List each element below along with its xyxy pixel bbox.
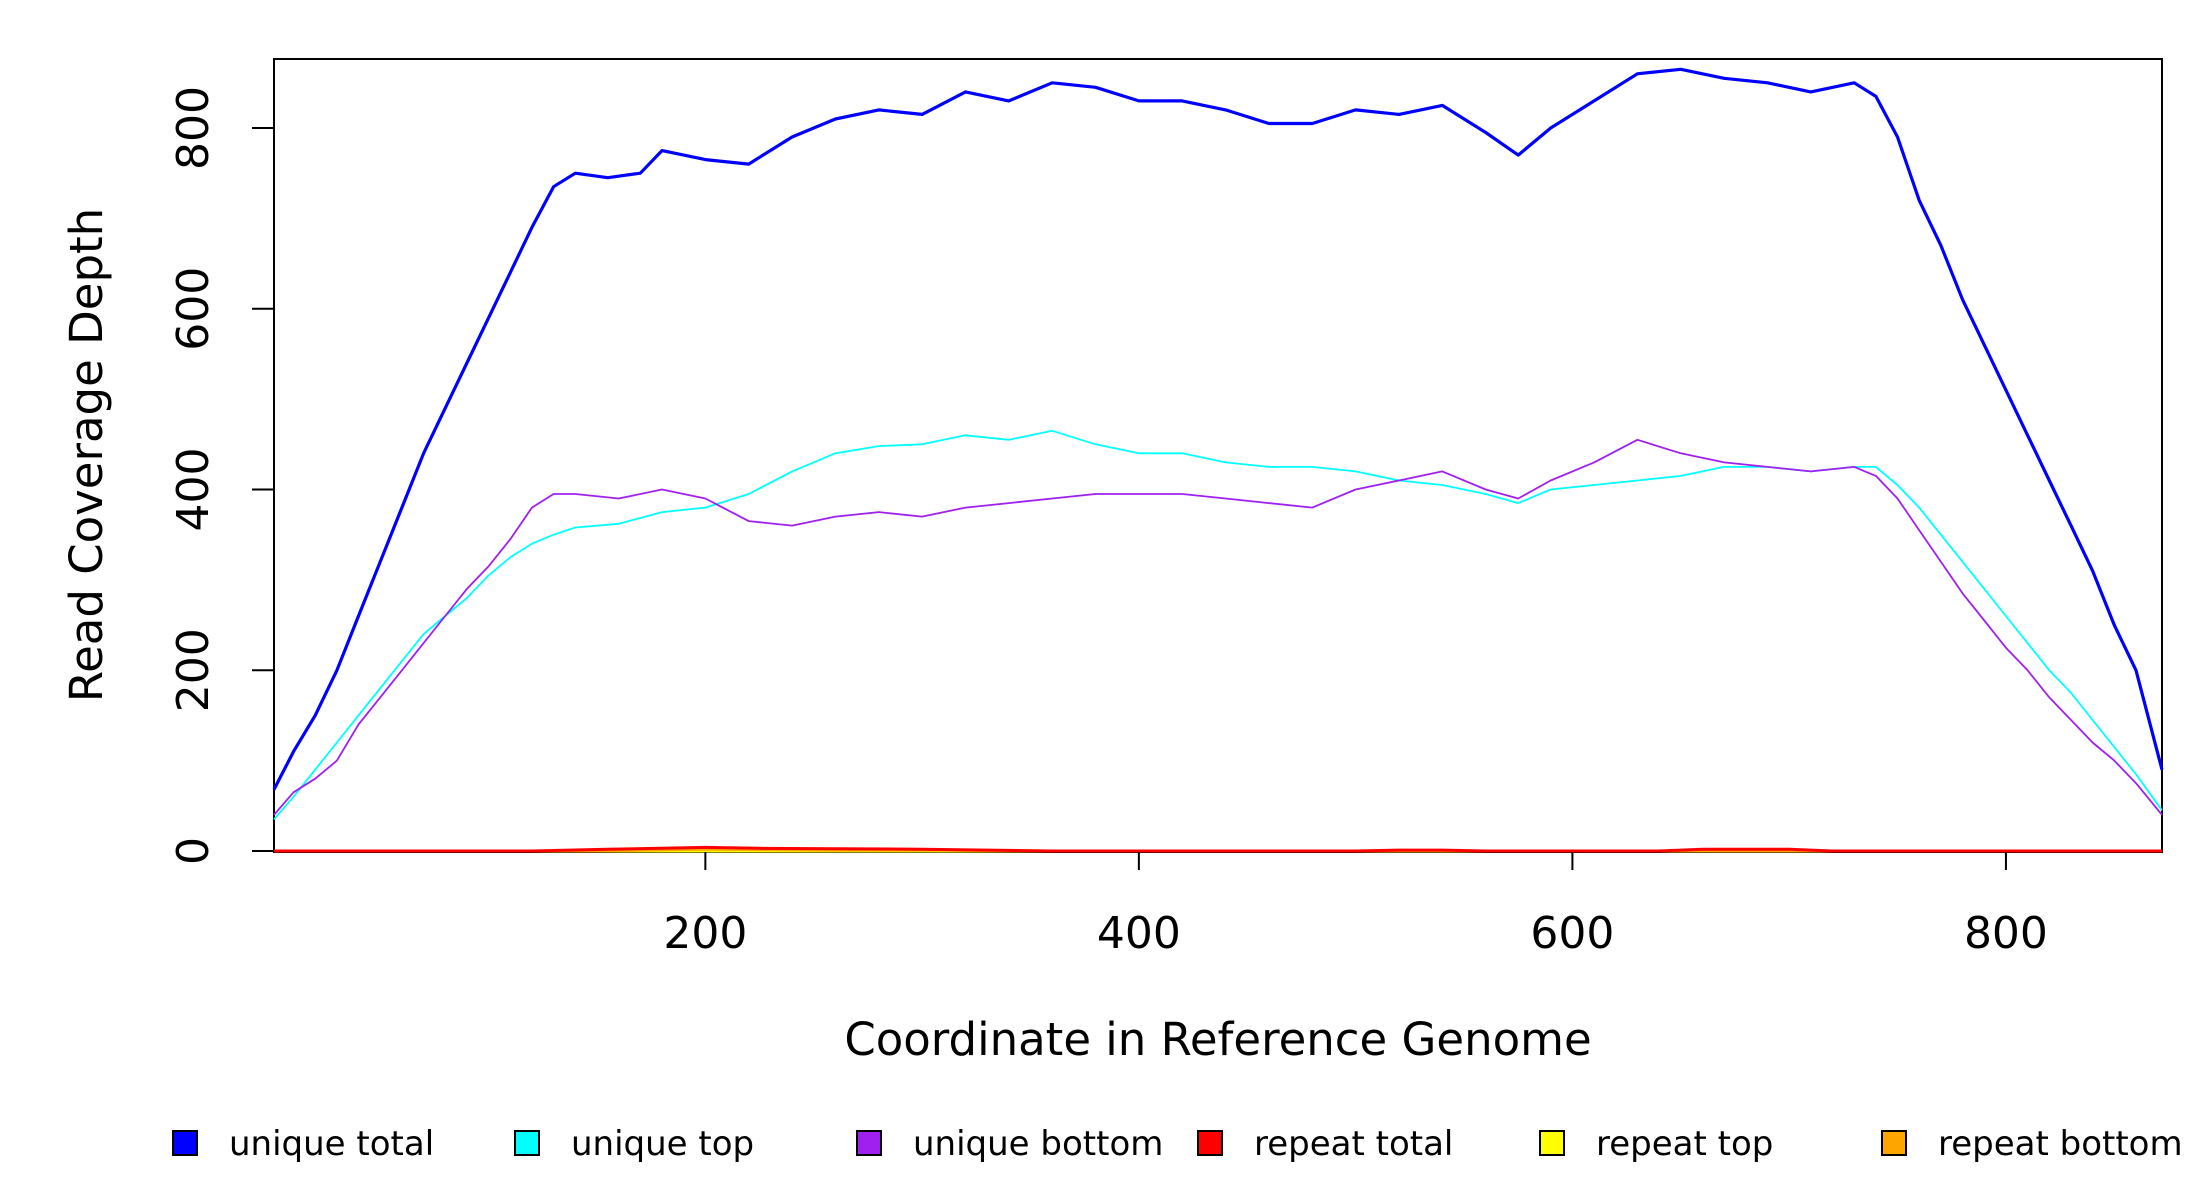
series-line-repeat-total <box>274 845 2162 853</box>
series-line-unique-bottom <box>273 438 2163 816</box>
y-tick-label: 200 <box>168 628 219 712</box>
series-layer <box>272 67 2164 853</box>
y-axis: 0 200 400 600 800 <box>168 86 274 865</box>
legend-label: repeat total <box>1254 1124 1453 1164</box>
y-tick-label: 600 <box>168 267 219 351</box>
y-tick-label: 0 <box>168 837 219 865</box>
x-tick-label: 200 <box>663 908 747 959</box>
plot-frame <box>273 58 2163 853</box>
series-line-unique-top <box>273 429 2163 820</box>
x-tick-label: 400 <box>1097 908 1181 959</box>
x-axis: 200 400 600 800 <box>663 852 2048 959</box>
x-tick-label: 800 <box>1964 908 2048 959</box>
legend-swatch-repeat-bottom <box>1881 1130 1907 1156</box>
legend-swatch-repeat-top <box>1539 1130 1565 1156</box>
legend: unique total unique top unique bottom repea… <box>172 1124 2183 1164</box>
legend-label: unique total <box>229 1124 434 1164</box>
y-tick-label: 400 <box>168 448 219 532</box>
legend-label: unique top <box>571 1124 754 1164</box>
legend-label: unique bottom <box>913 1124 1163 1164</box>
legend-label: repeat bottom <box>1938 1124 2183 1164</box>
series-line-unique-total <box>272 67 2164 791</box>
legend-swatch-repeat-total <box>1197 1130 1223 1156</box>
x-axis-label: Coordinate in Reference Genome <box>844 1013 1591 1066</box>
legend-swatch-unique-total <box>172 1130 198 1156</box>
legend-swatch-unique-top <box>514 1130 540 1156</box>
x-tick-label: 600 <box>1530 908 1614 959</box>
y-axis-label: Read Coverage Depth <box>60 208 113 702</box>
legend-label: repeat top <box>1596 1124 1773 1164</box>
y-tick-label: 800 <box>168 86 219 170</box>
legend-swatch-unique-bottom <box>856 1130 882 1156</box>
